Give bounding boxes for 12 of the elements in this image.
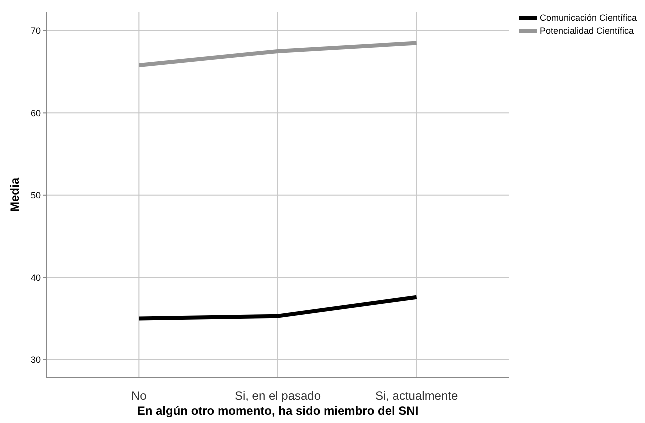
y-tick-label: 50 <box>30 190 41 201</box>
y-tick-label: 60 <box>30 108 41 118</box>
x-tick-label: Si, en el pasado <box>234 389 322 403</box>
legend-label: Potencialidad Científica <box>540 26 634 36</box>
x-tick-label: Si, actualmente <box>375 389 458 403</box>
x-axis-title: En algún otro momento, ha sido miembro del SNI <box>137 404 419 418</box>
y-tick-label: 40 <box>30 272 41 283</box>
legend-label: Comunicación Científica <box>540 13 638 24</box>
y-axis-title: Media <box>8 178 22 212</box>
y-tick-label: 70 <box>30 26 41 36</box>
y-tick-label: 30 <box>30 355 41 366</box>
x-tick-label: No <box>132 389 148 403</box>
